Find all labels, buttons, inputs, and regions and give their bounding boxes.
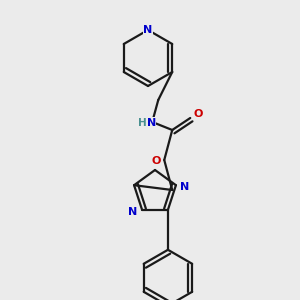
Text: N: N: [180, 182, 190, 192]
Text: H: H: [138, 118, 147, 128]
Text: N: N: [128, 207, 138, 217]
Text: O: O: [194, 109, 203, 119]
Text: N: N: [147, 118, 156, 128]
Text: O: O: [151, 156, 161, 166]
Text: N: N: [143, 25, 153, 35]
